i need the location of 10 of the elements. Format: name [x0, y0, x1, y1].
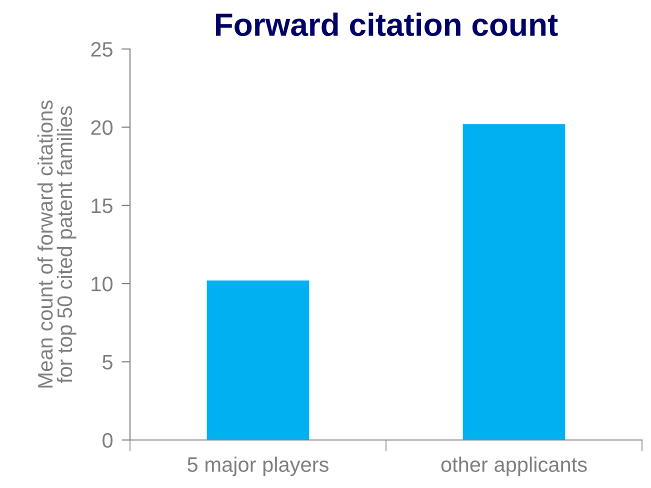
- chart-title: Forward citation count: [216, 12, 558, 36]
- x-tick-label: 5 major players: [188, 456, 328, 476]
- y-tick-label: 0: [102, 433, 113, 448]
- y-tick-label: 10: [92, 276, 113, 292]
- y-tick-label: 15: [92, 198, 112, 214]
- y-tick-label: 25: [91, 42, 112, 57]
- x-tick-label: other applicants: [441, 456, 587, 476]
- y-tick-label: 20: [91, 120, 113, 135]
- y-axis-title: Mean count of forward citations for top 50 cited patent families: [37, 100, 76, 388]
- y-tick-label: 5: [102, 355, 112, 370]
